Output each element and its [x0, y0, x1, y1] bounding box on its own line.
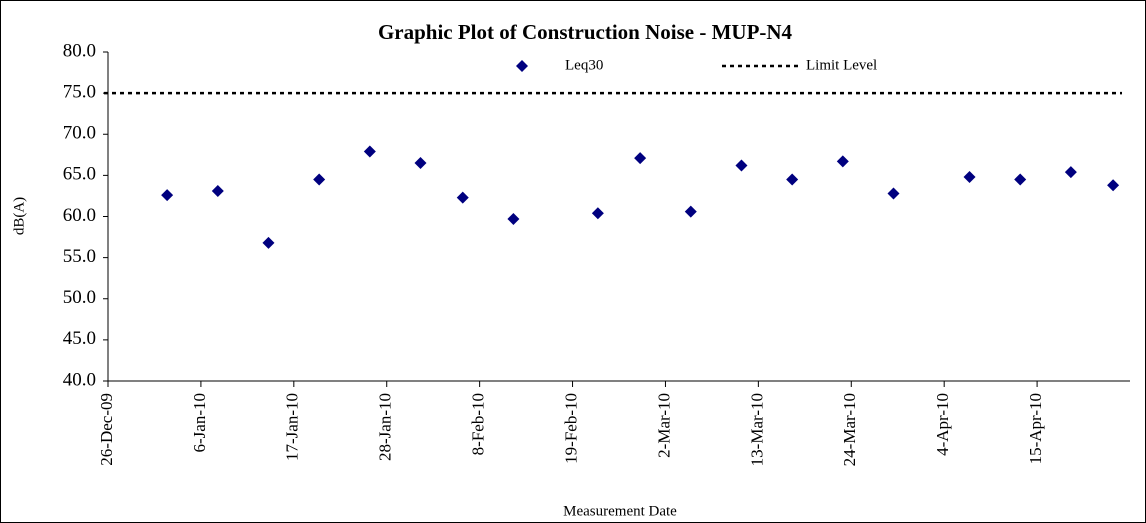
x-tick-label: 2-Mar-10: [654, 393, 673, 458]
point: [1064, 166, 1077, 179]
x-tick-label: 24-Mar-10: [840, 393, 859, 466]
point: [363, 145, 376, 158]
x-tick-label: 28-Jan-10: [376, 393, 395, 461]
point: [887, 187, 900, 200]
point: [591, 207, 604, 220]
point: [786, 173, 799, 186]
point: [836, 155, 849, 168]
x-tick-label: 13-Mar-10: [747, 393, 766, 466]
x-tick-label: 4-Apr-10: [933, 393, 952, 456]
y-tick-label: 50.0: [63, 287, 96, 308]
y-tick-label: 45.0: [63, 328, 96, 349]
point: [634, 152, 647, 165]
y-tick-label: 55.0: [63, 246, 96, 267]
x-tick-label: 8-Feb-10: [469, 393, 488, 455]
legend-label: Limit Level: [806, 57, 877, 73]
y-tick-label: 60.0: [63, 205, 96, 226]
point: [456, 191, 469, 204]
point: [161, 189, 174, 202]
y-tick-label: 65.0: [63, 164, 96, 185]
point: [1107, 179, 1120, 192]
y-tick-label: 70.0: [63, 123, 96, 144]
chart-title: Graphic Plot of Construction Noise - MUP…: [378, 20, 793, 44]
x-tick-label: 26-Dec-09: [97, 393, 116, 466]
point: [262, 236, 275, 249]
x-axis-label: Measurement Date: [563, 503, 677, 519]
point: [211, 185, 224, 198]
x-tick-label: 17-Jan-10: [283, 393, 302, 461]
point: [684, 205, 697, 218]
point: [507, 212, 520, 225]
x-tick-label: 6-Jan-10: [190, 393, 209, 452]
point: [313, 173, 326, 186]
point: [735, 159, 748, 172]
point: [1014, 173, 1027, 186]
y-tick-label: 40.0: [63, 369, 96, 390]
y-tick-label: 75.0: [63, 81, 96, 102]
legend-marker: [516, 60, 528, 72]
point: [963, 171, 976, 184]
legend-label: Leq30: [565, 57, 603, 73]
x-tick-label: 19-Feb-10: [561, 393, 580, 464]
y-axis-label: dB(A): [11, 197, 27, 235]
point: [414, 157, 427, 170]
y-tick-label: 80.0: [63, 40, 96, 61]
x-tick-label: 15-Apr-10: [1026, 393, 1045, 464]
